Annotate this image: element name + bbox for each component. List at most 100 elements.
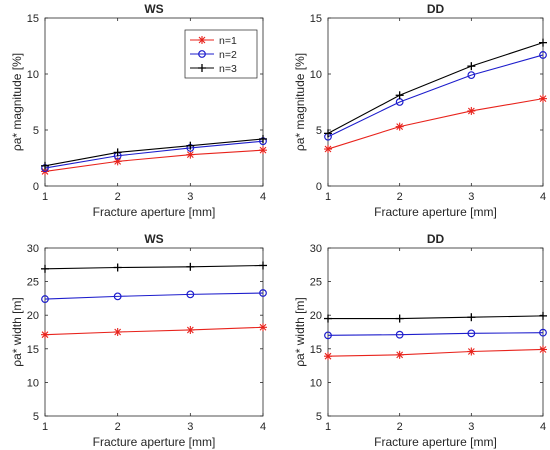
data-point: [186, 290, 195, 299]
series-line: [44, 149, 264, 172]
x-tick-label: 4: [540, 421, 546, 433]
y-tick-label: 25: [27, 277, 39, 289]
y-tick-label: 25: [310, 277, 322, 289]
series-n3: [41, 261, 267, 273]
x-tick-label: 4: [260, 421, 266, 433]
series-line: [327, 332, 544, 336]
data-point: [395, 330, 404, 339]
series-n1: [324, 94, 547, 154]
series-line: [44, 264, 264, 270]
x-tick-label: 1: [325, 191, 331, 203]
series-n3: [324, 311, 547, 323]
data-point: [186, 150, 195, 159]
legend-marker: [198, 50, 206, 58]
data-point: [113, 328, 122, 336]
x-tick-label: 3: [187, 421, 193, 433]
data-point: [259, 134, 267, 143]
legend-item: n=3: [190, 63, 237, 75]
data-point: [324, 129, 332, 138]
data-point: [324, 352, 332, 361]
legend-item: n=2: [190, 49, 237, 61]
series-n1: [41, 146, 267, 176]
data-point: [259, 261, 267, 270]
data-point: [395, 91, 404, 100]
data-point: [41, 161, 49, 170]
y-axis-label: ρa* magnitude [%]: [10, 53, 24, 151]
chart-panel-2: 1 2 3 4 0 5 10 15 DD Fracture aperture [mm] ρa* ma…: [293, 2, 547, 219]
y-tick-label: 30: [310, 243, 322, 255]
chart-title: WS: [144, 232, 163, 246]
legend-marker: [198, 64, 206, 72]
data-point: [259, 146, 267, 155]
data-point: [539, 38, 547, 47]
data-point: [539, 94, 547, 103]
y-axis-label: ρa* magnitude [%]: [293, 53, 307, 151]
x-tick-label: 1: [325, 421, 331, 433]
data-point: [324, 314, 332, 323]
data-point: [259, 323, 267, 332]
y-tick-label: 20: [27, 310, 39, 322]
data-point: [539, 311, 547, 320]
data-point: [539, 328, 547, 337]
chart-title: WS: [144, 2, 163, 16]
x-tick-label: 1: [42, 421, 48, 433]
series-line: [44, 326, 264, 336]
plot-area: [327, 247, 544, 417]
data-point: [467, 329, 476, 338]
plot-area: [44, 247, 264, 417]
y-tick-label: 10: [310, 69, 322, 81]
y-tick-label: 5: [316, 411, 322, 423]
y-tick-label: 15: [27, 13, 39, 25]
data-point: [259, 289, 267, 297]
y-tick-label: 30: [27, 243, 39, 255]
legend: n=1 n=2 n=3: [184, 29, 258, 79]
legend-label: n=3: [219, 63, 237, 75]
legend-marker: [198, 36, 206, 44]
x-tick-label: 2: [397, 421, 403, 433]
y-tick-label: 5: [33, 411, 39, 423]
data-point: [186, 325, 195, 334]
data-point: [395, 350, 404, 359]
series-line: [327, 98, 544, 150]
data-point: [41, 264, 49, 273]
data-point: [395, 122, 404, 131]
x-tick-label: 3: [468, 191, 474, 203]
y-tick-label: 5: [316, 125, 322, 137]
y-tick-label: 5: [33, 125, 39, 137]
y-axis-label: ρa* width [m]: [293, 297, 307, 367]
series-line: [44, 140, 264, 169]
x-tick-label: 1: [42, 191, 48, 203]
data-point: [467, 62, 476, 71]
x-tick-label: 4: [260, 191, 266, 203]
data-point: [113, 148, 122, 157]
data-point: [186, 262, 195, 271]
series-line: [327, 54, 544, 138]
data-point: [41, 295, 49, 303]
data-point: [41, 330, 49, 339]
series-line: [44, 138, 264, 167]
x-tick-label: 2: [115, 191, 121, 203]
series-line: [327, 348, 544, 357]
x-tick-label: 4: [540, 191, 546, 203]
legend-item: n=1: [190, 35, 237, 47]
series-line: [327, 42, 544, 134]
plot-area: [327, 17, 544, 187]
data-point: [467, 347, 476, 356]
y-tick-label: 0: [33, 181, 39, 193]
series-n3: [41, 134, 267, 170]
x-axis-label: Fracture aperture [mm]: [93, 205, 216, 219]
series-n1: [324, 345, 547, 361]
series-n1: [41, 323, 267, 339]
data-point: [539, 345, 547, 354]
chart-title: DD: [427, 2, 445, 16]
series-n2: [324, 328, 547, 340]
y-tick-label: 15: [27, 344, 39, 356]
data-point: [467, 71, 476, 80]
x-tick-label: 3: [468, 421, 474, 433]
legend-label: n=2: [219, 49, 237, 61]
chart-title: DD: [427, 232, 445, 246]
y-tick-label: 15: [310, 13, 322, 25]
chart-panel-4: 1 2 3 4 5 10 15 20 25 30 DD Fracture aperture [mm] ρ…: [293, 232, 547, 449]
y-tick-label: 20: [310, 310, 322, 322]
